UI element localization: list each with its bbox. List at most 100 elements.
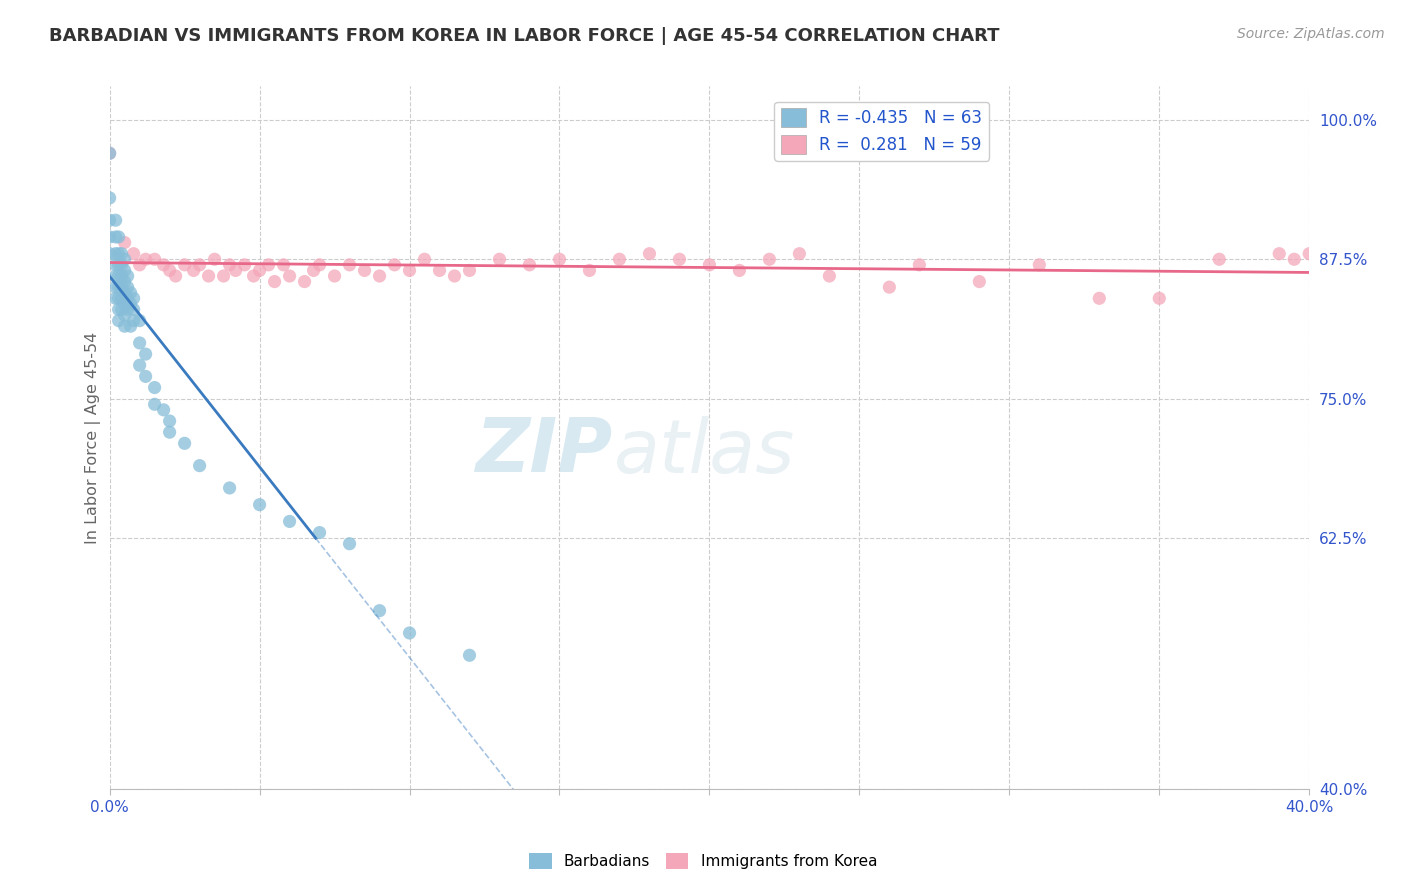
Point [1088,291,1111,305]
Point [429,263,451,277]
Point [204,252,226,267]
Point [114,297,136,311]
Point [294,275,316,289]
Text: atlas: atlas [613,416,794,488]
Point [117,291,139,305]
Point [114,285,136,300]
Point [107,230,129,244]
Point [339,537,361,551]
Point [488,252,510,267]
Point [122,313,145,327]
Point [1268,246,1291,260]
Point [339,258,361,272]
Point [212,268,235,283]
Point [114,235,136,250]
Point [353,263,375,277]
Point [818,268,841,283]
Point [117,280,139,294]
Point [413,252,436,267]
Point [120,319,142,334]
Point [458,648,481,663]
Point [107,258,129,272]
Point [117,302,139,317]
Point [104,246,127,260]
Point [98,246,121,260]
Point [104,268,127,283]
Point [122,246,145,260]
Point [257,258,280,272]
Point [638,246,661,260]
Point [1149,291,1171,305]
Point [578,263,600,277]
Point [188,458,211,473]
Text: Source: ZipAtlas.com: Source: ZipAtlas.com [1237,27,1385,41]
Point [111,258,134,272]
Point [159,425,181,440]
Point [1282,252,1305,267]
Point [152,258,174,272]
Point [104,213,127,227]
Point [111,291,134,305]
Point [728,263,751,277]
Point [165,268,187,283]
Point [135,252,157,267]
Point [111,268,134,283]
Point [233,258,256,272]
Point [107,268,129,283]
Point [135,347,157,361]
Point [183,263,205,277]
Y-axis label: In Labor Force | Age 45-54: In Labor Force | Age 45-54 [86,332,101,544]
Point [368,604,391,618]
Point [143,380,166,394]
Point [242,268,264,283]
Point [263,275,285,289]
Point [104,280,127,294]
Point [111,302,134,317]
Point [398,263,420,277]
Point [278,515,301,529]
Point [1208,252,1230,267]
Point [107,246,129,260]
Point [758,252,780,267]
Point [122,302,145,317]
Point [1298,246,1320,260]
Point [117,268,139,283]
Text: ZIP: ZIP [477,416,613,488]
Point [443,268,465,283]
Point [789,246,811,260]
Point [111,246,134,260]
Point [98,191,121,205]
Point [384,258,406,272]
Point [98,146,121,161]
Point [302,263,325,277]
Point [128,258,150,272]
Point [609,252,631,267]
Point [114,252,136,267]
Point [249,263,271,277]
Point [114,275,136,289]
Point [458,263,481,277]
Point [135,369,157,384]
Point [104,230,127,244]
Point [188,258,211,272]
Point [668,252,690,267]
Point [128,313,150,327]
Point [173,258,195,272]
Point [548,252,571,267]
Point [278,268,301,283]
Point [104,291,127,305]
Point [218,258,240,272]
Point [368,268,391,283]
Point [152,402,174,417]
Point [143,397,166,411]
Point [159,414,181,428]
Text: BARBADIAN VS IMMIGRANTS FROM KOREA IN LABOR FORCE | AGE 45-54 CORRELATION CHART: BARBADIAN VS IMMIGRANTS FROM KOREA IN LA… [49,27,1000,45]
Point [173,436,195,450]
Point [107,280,129,294]
Point [128,335,150,350]
Point [111,280,134,294]
Point [143,252,166,267]
Point [699,258,721,272]
Point [398,626,420,640]
Point [323,268,346,283]
